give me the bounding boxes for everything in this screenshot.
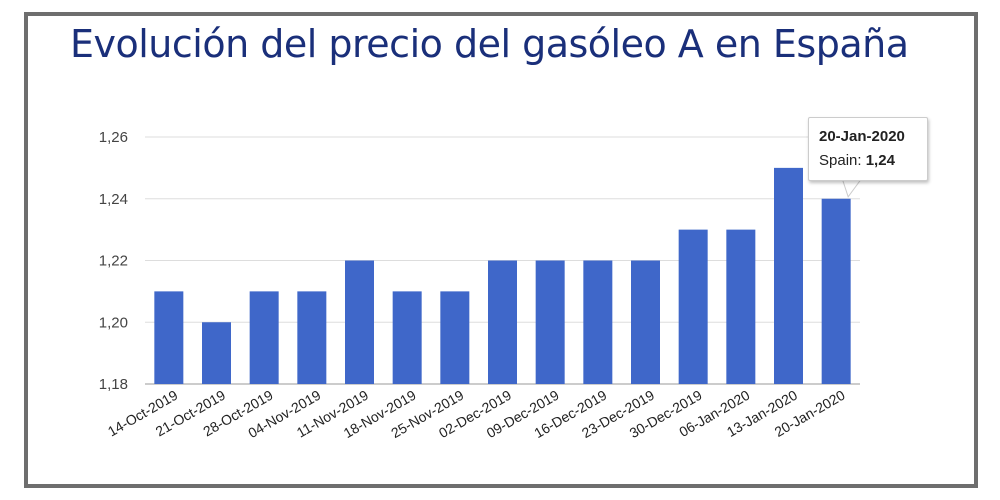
bar[interactable] [631, 260, 660, 385]
bar[interactable] [583, 260, 613, 385]
bar[interactable] [202, 322, 231, 384]
tooltip-value: 1,24 [865, 152, 895, 169]
bar[interactable] [774, 167, 803, 384]
chart-title: Evolución del precio del gasóleo A en Es… [70, 22, 909, 66]
tooltip-date: 20-Jan-2020 [819, 128, 905, 145]
tooltip-series-label: Spain: [819, 152, 862, 169]
bar[interactable] [154, 291, 184, 384]
y-tick-label: 1,20 [99, 314, 128, 331]
tooltip-series-line: Spain: 1,24 [819, 152, 895, 169]
bar[interactable] [678, 229, 708, 384]
tooltip: 20-Jan-2020 Spain: 1,24 [808, 117, 928, 181]
x-axis-ticks: 14-Oct-201921-Oct-201928-Oct-201904-Nov-… [105, 387, 848, 441]
y-tick-label: 1,24 [99, 191, 128, 208]
bar[interactable] [392, 291, 422, 384]
bar[interactable] [488, 260, 517, 385]
bar[interactable] [249, 291, 279, 384]
y-axis-ticks: 1,18 1,20 1,22 1,24 1,26 [99, 129, 128, 393]
bars [154, 167, 851, 385]
y-tick-label: 1,22 [99, 253, 128, 270]
bar[interactable] [440, 291, 470, 384]
y-tick-label: 1,26 [99, 129, 128, 146]
bar[interactable] [726, 229, 756, 384]
y-tick-label: 1,18 [99, 376, 128, 393]
bar[interactable] [821, 198, 851, 384]
bar[interactable] [345, 260, 374, 385]
chart-frame [24, 12, 978, 488]
bar[interactable] [535, 260, 565, 385]
bar[interactable] [297, 291, 327, 384]
